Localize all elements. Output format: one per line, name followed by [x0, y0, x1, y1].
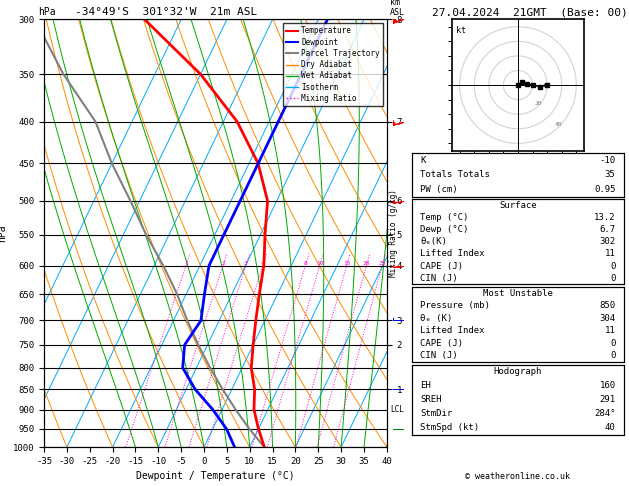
Text: LCL: LCL: [390, 405, 404, 414]
Text: Temp (°C): Temp (°C): [420, 213, 469, 222]
Text: 0.95: 0.95: [594, 185, 616, 194]
Text: 6.7: 6.7: [599, 225, 616, 234]
Text: Mixing Ratio (g/kg): Mixing Ratio (g/kg): [389, 190, 398, 277]
Text: Hodograph: Hodograph: [494, 367, 542, 376]
Text: © weatheronline.co.uk: © weatheronline.co.uk: [465, 472, 571, 481]
Y-axis label: hPa: hPa: [0, 225, 8, 242]
Text: 15: 15: [343, 260, 350, 266]
Text: 0: 0: [610, 274, 616, 283]
Text: CIN (J): CIN (J): [420, 351, 458, 360]
Text: 20: 20: [363, 260, 370, 266]
Text: 304: 304: [599, 313, 616, 323]
Text: 302: 302: [599, 237, 616, 246]
Text: 1: 1: [184, 260, 188, 266]
X-axis label: Dewpoint / Temperature (°C): Dewpoint / Temperature (°C): [136, 471, 295, 482]
Text: 850: 850: [599, 301, 616, 310]
Text: 3: 3: [244, 260, 248, 266]
Text: θₑ (K): θₑ (K): [420, 313, 453, 323]
Text: 291: 291: [599, 395, 616, 404]
Text: 11: 11: [604, 326, 616, 335]
Text: hPa: hPa: [38, 7, 55, 17]
Text: 10: 10: [316, 260, 323, 266]
Text: CAPE (J): CAPE (J): [420, 261, 464, 271]
Text: Pressure (mb): Pressure (mb): [420, 301, 491, 310]
Text: 4: 4: [261, 260, 265, 266]
Text: K: K: [420, 156, 426, 165]
Text: EH: EH: [420, 381, 431, 390]
Text: Surface: Surface: [499, 201, 537, 210]
Text: CIN (J): CIN (J): [420, 274, 458, 283]
Text: 0: 0: [610, 261, 616, 271]
Text: Most Unstable: Most Unstable: [483, 289, 553, 297]
Text: SREH: SREH: [420, 395, 442, 404]
Text: -10: -10: [599, 156, 616, 165]
Text: km
ASL: km ASL: [390, 0, 405, 17]
Text: kt: kt: [456, 26, 466, 35]
Text: StmSpd (kt): StmSpd (kt): [420, 423, 479, 433]
Text: 11: 11: [604, 249, 616, 259]
Text: CAPE (J): CAPE (J): [420, 339, 464, 348]
Text: Totals Totals: Totals Totals: [420, 171, 491, 179]
Text: 20: 20: [535, 102, 542, 106]
Text: 35: 35: [604, 171, 616, 179]
Text: 13.2: 13.2: [594, 213, 616, 222]
Text: 40: 40: [555, 122, 562, 127]
Text: 0: 0: [610, 351, 616, 360]
Text: StmDir: StmDir: [420, 409, 453, 418]
Text: 2: 2: [221, 260, 225, 266]
Text: 8: 8: [303, 260, 307, 266]
Text: Lifted Index: Lifted Index: [420, 249, 485, 259]
Text: θₑ(K): θₑ(K): [420, 237, 447, 246]
Text: PW (cm): PW (cm): [420, 185, 458, 194]
Text: 27.04.2024  21GMT  (Base: 00): 27.04.2024 21GMT (Base: 00): [432, 7, 628, 17]
Text: 25: 25: [379, 260, 386, 266]
Legend: Temperature, Dewpoint, Parcel Trajectory, Dry Adiabat, Wet Adiabat, Isotherm, Mi: Temperature, Dewpoint, Parcel Trajectory…: [283, 23, 383, 106]
Text: -34°49'S  301°32'W  21m ASL: -34°49'S 301°32'W 21m ASL: [75, 7, 258, 17]
Text: 40: 40: [604, 423, 616, 433]
Text: 284°: 284°: [594, 409, 616, 418]
Text: Lifted Index: Lifted Index: [420, 326, 485, 335]
Text: Dewp (°C): Dewp (°C): [420, 225, 469, 234]
Text: 0: 0: [610, 339, 616, 348]
Text: 160: 160: [599, 381, 616, 390]
